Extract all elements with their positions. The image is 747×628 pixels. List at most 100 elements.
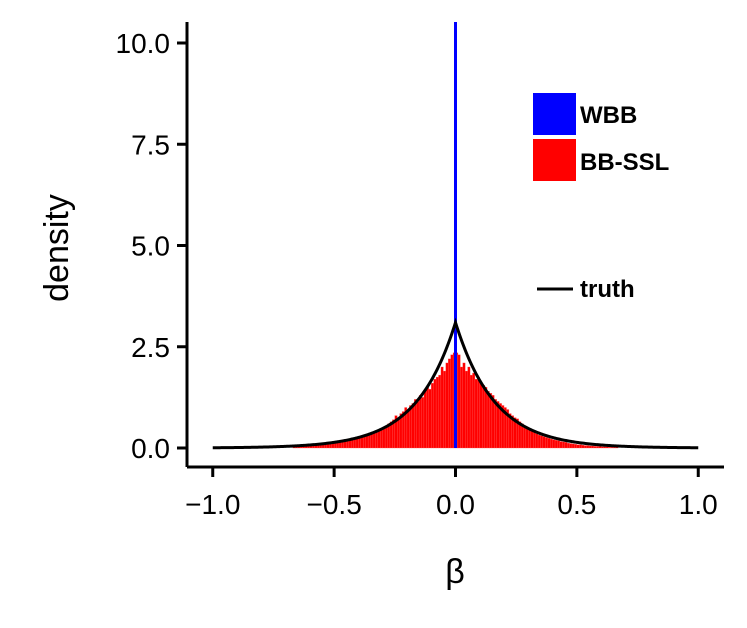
histogram-bar <box>554 440 558 449</box>
y-axis-title: density <box>38 194 76 302</box>
histogram-bar <box>484 387 488 449</box>
x-tick-label: 1.0 <box>679 489 718 520</box>
histogram-bar <box>469 374 473 449</box>
histogram-bar <box>409 405 412 449</box>
histogram-bar <box>591 445 595 449</box>
histogram-bar <box>443 370 446 449</box>
histogram-bar <box>482 385 485 449</box>
histogram-bar <box>576 444 580 449</box>
x-axis-ticks: −1.0 −0.5 0.0 0.5 1.0 <box>185 467 718 520</box>
histogram-bar <box>579 444 582 449</box>
histogram-bar <box>445 362 449 449</box>
histogram-bar <box>423 391 427 449</box>
histogram-bar <box>601 446 604 449</box>
histogram-bar <box>545 437 548 449</box>
legend-label-bb-ssl: BB-SSL <box>580 149 669 176</box>
histogram-bar <box>486 391 490 449</box>
truth-series <box>212 317 699 450</box>
histogram-bars <box>292 352 619 449</box>
histogram-bar <box>610 447 614 449</box>
histogram-bar <box>457 354 461 449</box>
x-tick-label: 0.5 <box>557 489 596 520</box>
histogram-bar <box>406 409 410 449</box>
legend-label-truth: truth <box>580 276 635 303</box>
histogram-bar <box>581 445 585 449</box>
histogram-bar <box>375 430 378 449</box>
histogram-bar <box>438 374 442 449</box>
histogram-bar <box>598 446 602 449</box>
legend-key-wbb <box>533 93 576 135</box>
histogram-bar <box>547 438 551 449</box>
histogram-bar <box>358 437 361 449</box>
histogram-bar <box>416 401 420 449</box>
histogram-bar <box>363 436 366 449</box>
histogram-bar <box>440 366 444 449</box>
histogram-bar <box>460 366 463 449</box>
histogram-bar <box>586 445 590 449</box>
legend: WBB BB-SSL truth <box>533 93 669 303</box>
histogram-bar <box>584 445 587 449</box>
x-tick-label: 0.0 <box>436 489 475 520</box>
histogram-bar <box>431 383 434 449</box>
histogram-bar <box>550 438 553 449</box>
histogram-bar <box>559 441 563 449</box>
histogram-bar <box>467 366 471 449</box>
histogram-bar <box>562 441 565 449</box>
histogram-bar <box>588 445 592 449</box>
y-tick-label: 5.0 <box>131 231 170 262</box>
histogram-bar <box>411 403 415 449</box>
histogram-bar <box>380 428 383 449</box>
histogram-bar <box>477 376 480 449</box>
histogram-bar <box>428 389 432 449</box>
histogram-bar <box>552 439 556 449</box>
histogram-bar <box>465 370 468 449</box>
y-tick-label: 0.0 <box>131 433 170 464</box>
histogram-bar <box>397 417 400 449</box>
histogram-bar <box>414 399 417 449</box>
histogram-bar <box>450 354 454 449</box>
legend-key-bb-ssl <box>533 139 576 181</box>
histogram-bar <box>535 433 539 449</box>
histogram-bar <box>377 429 381 449</box>
histogram-bar <box>525 427 529 449</box>
histogram-bar <box>384 425 388 449</box>
histogram-bar <box>523 425 527 449</box>
histogram-bar <box>421 397 425 449</box>
histogram-bar <box>382 427 386 449</box>
y-tick-label: 10.0 <box>116 28 171 59</box>
histogram-bar <box>596 446 599 449</box>
histogram-bar <box>537 434 541 449</box>
histogram-bar <box>472 372 476 449</box>
histogram-bar <box>571 443 575 449</box>
histogram-bar <box>557 440 561 449</box>
histogram-bar <box>542 436 546 449</box>
histogram-bar <box>479 383 483 449</box>
histogram-bar <box>533 431 536 449</box>
histogram-bar <box>372 431 376 449</box>
histogram-bar <box>564 442 568 449</box>
histogram-bar <box>494 399 497 449</box>
histogram-bar <box>569 443 573 449</box>
histogram-bar <box>593 446 597 449</box>
histogram-bar <box>528 429 531 449</box>
y-tick-label: 7.5 <box>131 129 170 160</box>
x-axis-title: β <box>445 553 465 591</box>
histogram-bar <box>567 442 570 449</box>
y-tick-label: 2.5 <box>131 332 170 363</box>
histogram-bar <box>474 378 478 449</box>
histogram-bar <box>433 378 437 449</box>
histogram-bar <box>540 435 544 449</box>
x-tick-label: −0.5 <box>306 489 361 520</box>
histogram-bar <box>603 446 607 449</box>
legend-label-wbb: WBB <box>580 102 637 129</box>
histogram-bar <box>435 376 439 449</box>
truth-curve <box>212 317 699 450</box>
histogram-bar <box>489 393 493 449</box>
histogram-bar <box>426 387 429 449</box>
y-axis-ticks: 0.0 2.5 5.0 7.5 10.0 <box>116 28 187 464</box>
histogram-bar <box>418 395 422 449</box>
histogram-bar <box>605 446 609 449</box>
histogram-bar <box>608 447 612 449</box>
